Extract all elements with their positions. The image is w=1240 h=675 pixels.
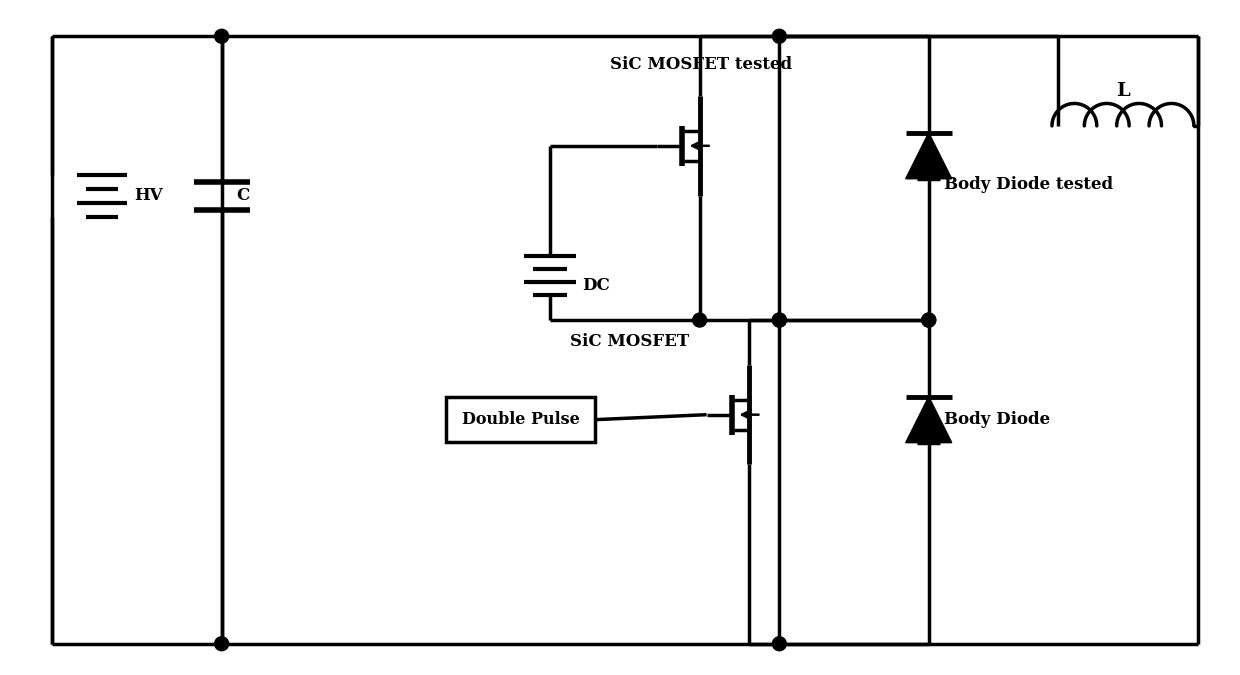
Circle shape bbox=[921, 313, 936, 327]
Polygon shape bbox=[905, 397, 952, 443]
Circle shape bbox=[921, 313, 936, 327]
Text: Body Diode: Body Diode bbox=[944, 411, 1050, 428]
Circle shape bbox=[773, 313, 786, 327]
Text: C: C bbox=[237, 187, 249, 204]
Circle shape bbox=[773, 313, 786, 327]
FancyBboxPatch shape bbox=[445, 398, 595, 442]
Circle shape bbox=[773, 637, 786, 651]
Circle shape bbox=[215, 637, 228, 651]
Circle shape bbox=[215, 29, 228, 43]
Text: SiC MOSFET tested: SiC MOSFET tested bbox=[610, 56, 792, 73]
Text: Body Diode tested: Body Diode tested bbox=[944, 176, 1112, 192]
Text: L: L bbox=[1116, 82, 1130, 100]
Text: DC: DC bbox=[582, 277, 610, 294]
Circle shape bbox=[773, 29, 786, 43]
Polygon shape bbox=[905, 133, 952, 179]
Circle shape bbox=[693, 313, 707, 327]
Text: SiC MOSFET: SiC MOSFET bbox=[570, 333, 689, 350]
Text: HV: HV bbox=[134, 187, 162, 204]
Text: Double Pulse: Double Pulse bbox=[461, 411, 579, 428]
